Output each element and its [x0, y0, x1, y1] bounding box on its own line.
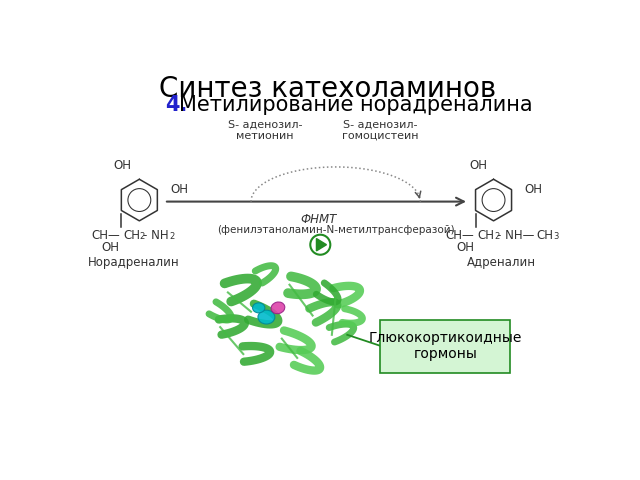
Text: CH: CH: [536, 229, 554, 242]
Text: 2: 2: [140, 232, 145, 241]
Text: OH: OH: [524, 183, 542, 196]
Text: CH: CH: [477, 229, 494, 242]
Text: OH: OH: [170, 183, 188, 196]
Text: - NH—: - NH—: [497, 229, 534, 242]
Text: OH: OH: [113, 159, 131, 172]
Text: 2: 2: [169, 232, 174, 241]
Text: Синтез катехоламинов: Синтез катехоламинов: [159, 74, 497, 103]
Text: 4.: 4.: [164, 95, 187, 115]
Text: - NH: - NH: [143, 229, 168, 242]
Text: Метилирование норадреналина: Метилирование норадреналина: [179, 95, 532, 115]
Text: 2: 2: [494, 232, 499, 241]
Text: CH—: CH—: [91, 229, 120, 242]
Text: Глюкокортикоидные
гормоны: Глюкокортикоидные гормоны: [369, 331, 522, 361]
Text: ФНМТ: ФНМТ: [301, 213, 337, 226]
Polygon shape: [316, 239, 326, 251]
Text: (фенилэтаноламин-N-метилтрансферазой): (фенилэтаноламин-N-метилтрансферазой): [217, 226, 454, 236]
Text: OH: OH: [469, 159, 487, 172]
Text: 3: 3: [554, 232, 559, 241]
Text: Адреналин: Адреналин: [467, 256, 536, 269]
Text: OH: OH: [456, 241, 474, 254]
Ellipse shape: [258, 310, 275, 324]
FancyBboxPatch shape: [380, 320, 511, 373]
Ellipse shape: [271, 302, 285, 314]
Text: S- аденозил-
гомоцистеин: S- аденозил- гомоцистеин: [342, 119, 419, 141]
Ellipse shape: [253, 303, 265, 313]
Text: CH—: CH—: [445, 229, 474, 242]
Text: S- аденозил-
метионин: S- аденозил- метионин: [228, 119, 302, 141]
Text: OH: OH: [102, 241, 120, 254]
Text: Норадреналин: Норадреналин: [88, 256, 179, 269]
Text: CH: CH: [123, 229, 140, 242]
